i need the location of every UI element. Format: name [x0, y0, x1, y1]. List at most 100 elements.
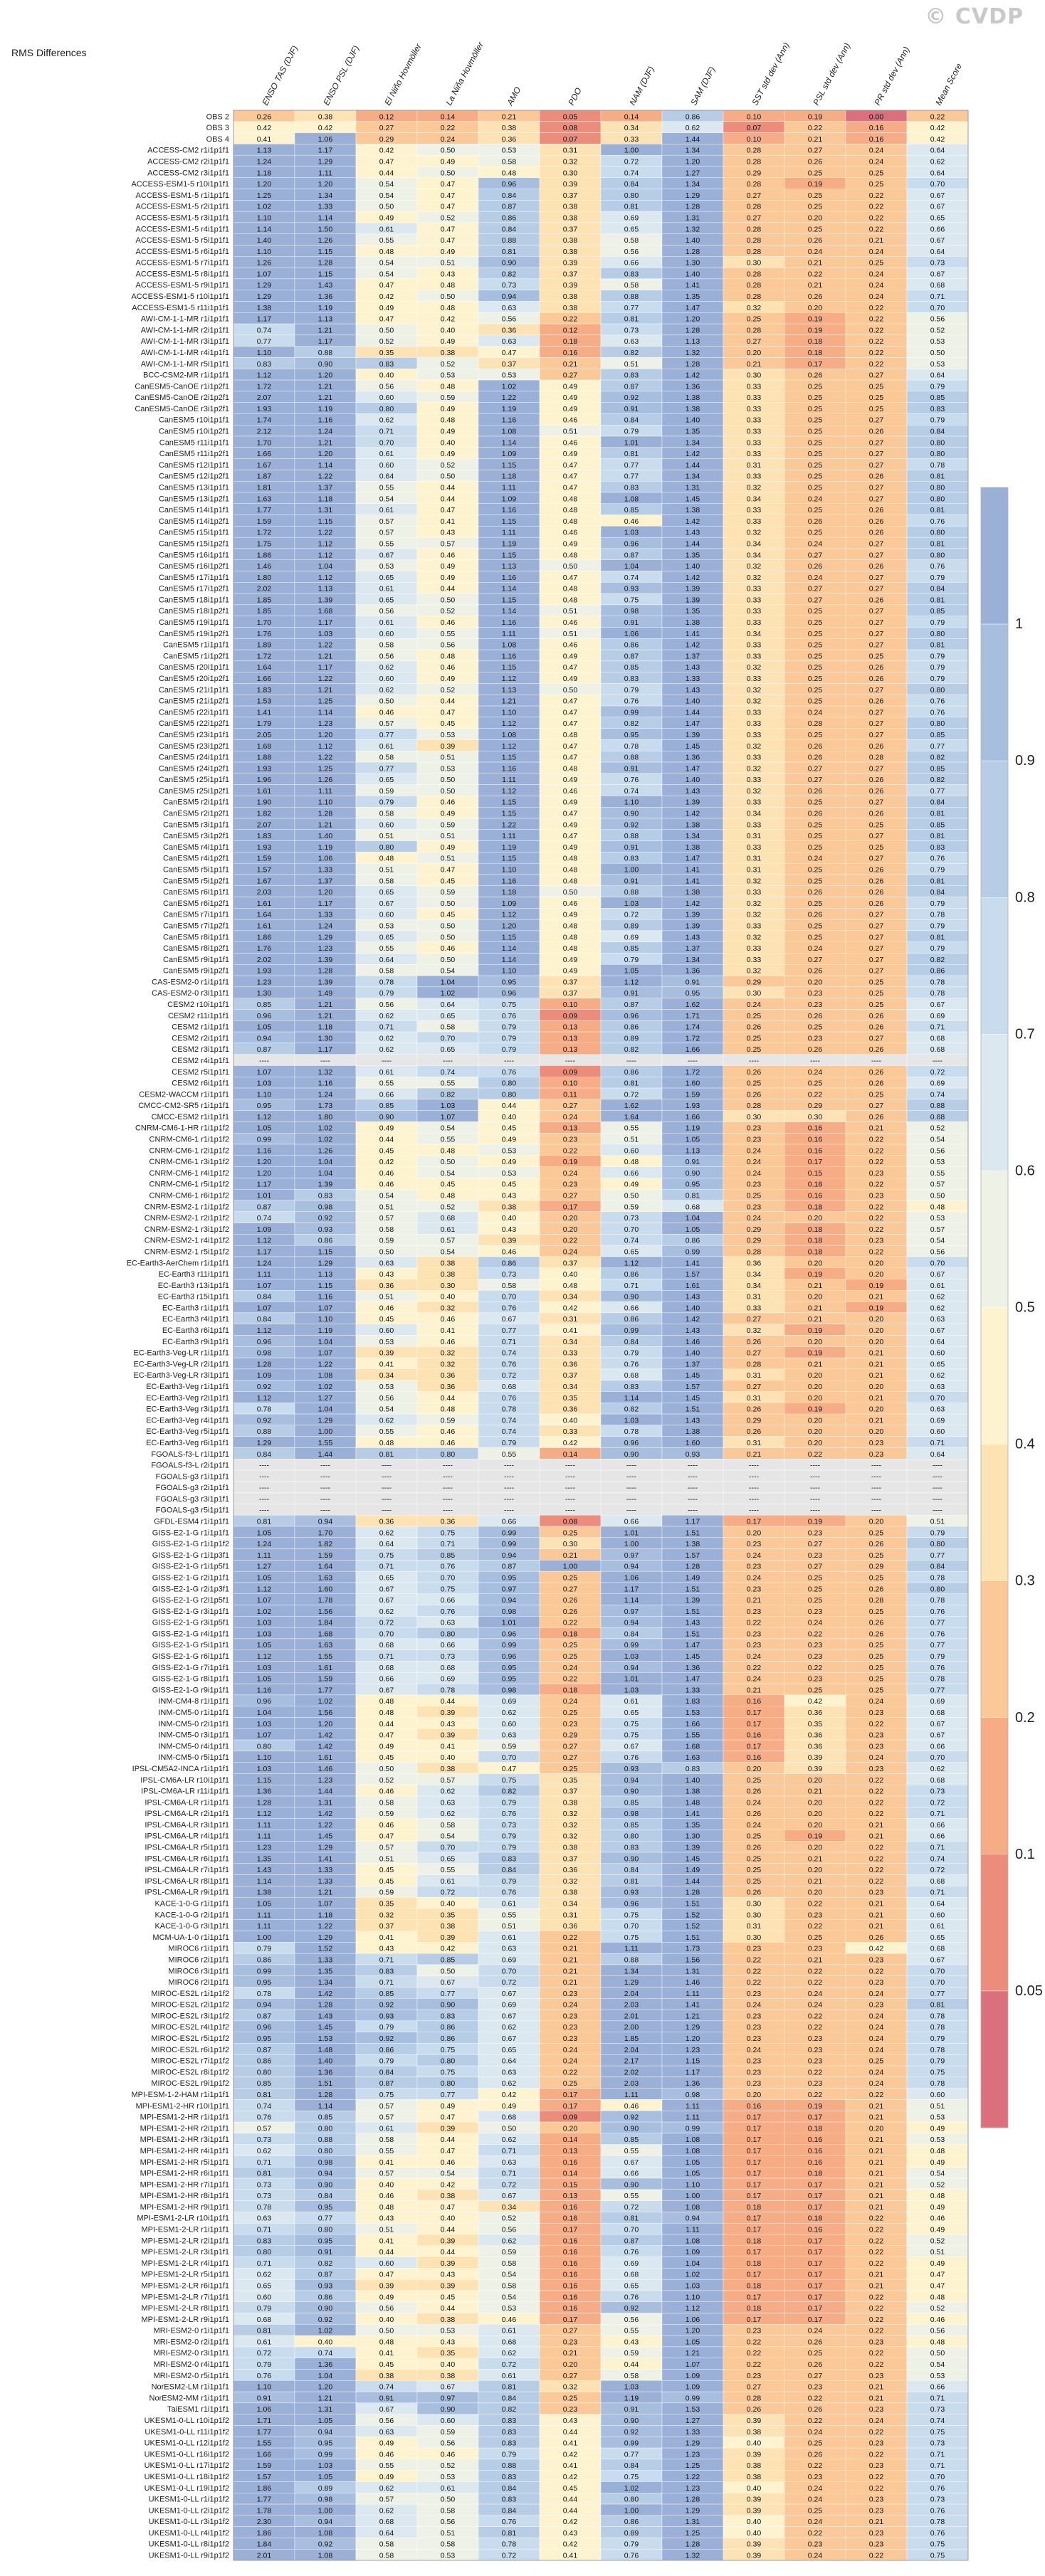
cell-value: 1.59	[318, 1675, 333, 1684]
cell-value: 1.11	[502, 529, 516, 537]
cell-value: 0.90	[624, 2124, 639, 2133]
cell-value: 1.43	[686, 686, 700, 695]
cell-value: 1.63	[686, 1753, 700, 1762]
cell-value: 0.56	[379, 382, 394, 391]
cell-value: 0.91	[686, 1158, 700, 1166]
cell-value: 0.71	[379, 428, 394, 436]
cell-value: 1.15	[686, 2057, 700, 2066]
cell-value: 2.07	[257, 820, 272, 829]
cell-value: 1.23	[257, 978, 272, 986]
cell-value: 0.18	[808, 349, 823, 357]
cell-value: 0.50	[930, 1192, 945, 1200]
cell-value: 0.99	[257, 1967, 272, 1975]
cell-value: 0.27	[808, 776, 823, 784]
cell-value: 0.81	[257, 2091, 272, 2099]
cell-value: 0.69	[930, 1080, 945, 1088]
cell-value: 0.57	[379, 2113, 394, 2122]
cell-value: 0.65	[379, 574, 394, 582]
cell-value: 0.60	[379, 1326, 394, 1335]
cell-value: 1.24	[318, 1090, 333, 1099]
cell-value: 1.34	[686, 180, 700, 189]
cell-value: 0.41	[257, 135, 272, 144]
cell-value: 0.43	[441, 2271, 456, 2279]
cell-value: 0.26	[808, 888, 823, 897]
cell-value: 0.18	[808, 1225, 823, 1234]
cell-value: 1.34	[686, 832, 700, 840]
cell-value: 0.63	[441, 1798, 456, 1807]
cell-value: 1.61	[257, 899, 272, 908]
column-header: Mean Score	[933, 61, 964, 107]
cell-value: 0.61	[379, 2124, 394, 2133]
cell-value: 1.23	[686, 2046, 700, 2054]
cell-value: 1.12	[257, 1326, 272, 1335]
cell-value: 0.23	[869, 1169, 884, 1178]
cell-value: 0.16	[747, 2102, 762, 2111]
cell-value: 0.45	[441, 911, 456, 919]
cell-value: 0.41	[563, 1326, 578, 1335]
cell-value: 0.17	[747, 2316, 762, 2324]
cell-value: 0.79	[502, 1034, 517, 1042]
row-label: GISS-E2-1-G r4i1p1f1	[152, 1630, 229, 1638]
cell-value: 1.38	[686, 843, 700, 852]
cell-value: 0.14	[563, 2170, 578, 2178]
cell-value: 0.91	[318, 2248, 333, 2256]
cell-value: 0.21	[563, 1978, 578, 1987]
cell-value: 0.53	[441, 2327, 456, 2335]
cell-value: 0.56	[930, 1247, 945, 1256]
cell-value: 0.32	[747, 697, 762, 706]
cell-value: 1.40	[318, 832, 333, 840]
cell-value: 0.52	[441, 607, 456, 616]
cell-value: 1.11	[502, 484, 516, 492]
cell-value: 0.51	[379, 832, 394, 840]
cell-value: 1.36	[318, 292, 333, 301]
cell-value: 0.27	[747, 191, 762, 200]
cell-value: 0.83	[930, 405, 945, 413]
cell-value: 1.29	[686, 2023, 700, 2032]
cell-value: 1.12	[257, 1652, 272, 1661]
cell-value: 1.29	[318, 1416, 333, 1425]
cell-value: 0.56	[379, 2304, 394, 2313]
cell-value: 0.18	[808, 2170, 823, 2178]
cell-value: 1.31	[318, 506, 333, 514]
cell-value: 1.10	[257, 213, 272, 222]
row-label: CanESM5 r9i1p1f1	[163, 956, 229, 964]
cell-value: 0.39	[441, 1709, 456, 1717]
cell-value: 0.66	[379, 1675, 394, 1684]
cell-value: 0.28	[747, 1102, 762, 1110]
cell-value: 1.21	[502, 697, 517, 706]
cell-value: 1.46	[318, 1765, 333, 1773]
cell-value: 1.11	[686, 2226, 700, 2234]
cell-value: 0.21	[808, 1282, 823, 1290]
cell-value: 0.49	[441, 2102, 456, 2111]
cell-value: 1.24	[318, 428, 333, 436]
cell-value: ----	[749, 1472, 759, 1481]
cell-value: 1.04	[624, 562, 639, 571]
cell-value: 0.20	[563, 1225, 578, 1234]
cell-value: 0.18	[808, 337, 823, 346]
cell-value: 1.00	[257, 1933, 272, 1942]
cell-value: 1.18	[318, 1911, 333, 1919]
cell-value: 0.21	[869, 1371, 884, 1380]
row-label: ACCESS-CM2 r3i1p1f1	[147, 169, 229, 177]
cell-value: 1.43	[686, 1416, 700, 1425]
cell-value: 0.79	[930, 1529, 945, 1537]
cell-value: 0.23	[869, 1765, 884, 1773]
cell-value: 1.61	[257, 787, 272, 796]
cell-value: 0.30	[747, 1899, 762, 1908]
cell-value: 0.44	[441, 484, 456, 492]
cell-value: 0.25	[808, 416, 823, 425]
cell-value: 0.94	[318, 2170, 333, 2178]
cell-value: 0.95	[257, 1102, 272, 1110]
row-label: CanESM5 r24i1p2f1	[159, 764, 229, 773]
cell-value: 0.88	[257, 1427, 272, 1436]
cell-value: 0.38	[563, 1798, 578, 1807]
cell-value: 0.21	[869, 2136, 884, 2144]
cell-value: 0.28	[747, 270, 762, 278]
cell-value: 1.48	[686, 1798, 700, 1807]
row-label: MRI-ESM2-0 r2i1p1f1	[154, 2338, 229, 2346]
cell-value: 0.12	[379, 112, 394, 121]
cell-value: 0.20	[808, 213, 823, 222]
cell-value: 0.16	[747, 1731, 762, 1740]
cell-value: 1.14	[502, 944, 517, 953]
cell-value: 2.01	[624, 2012, 639, 2020]
